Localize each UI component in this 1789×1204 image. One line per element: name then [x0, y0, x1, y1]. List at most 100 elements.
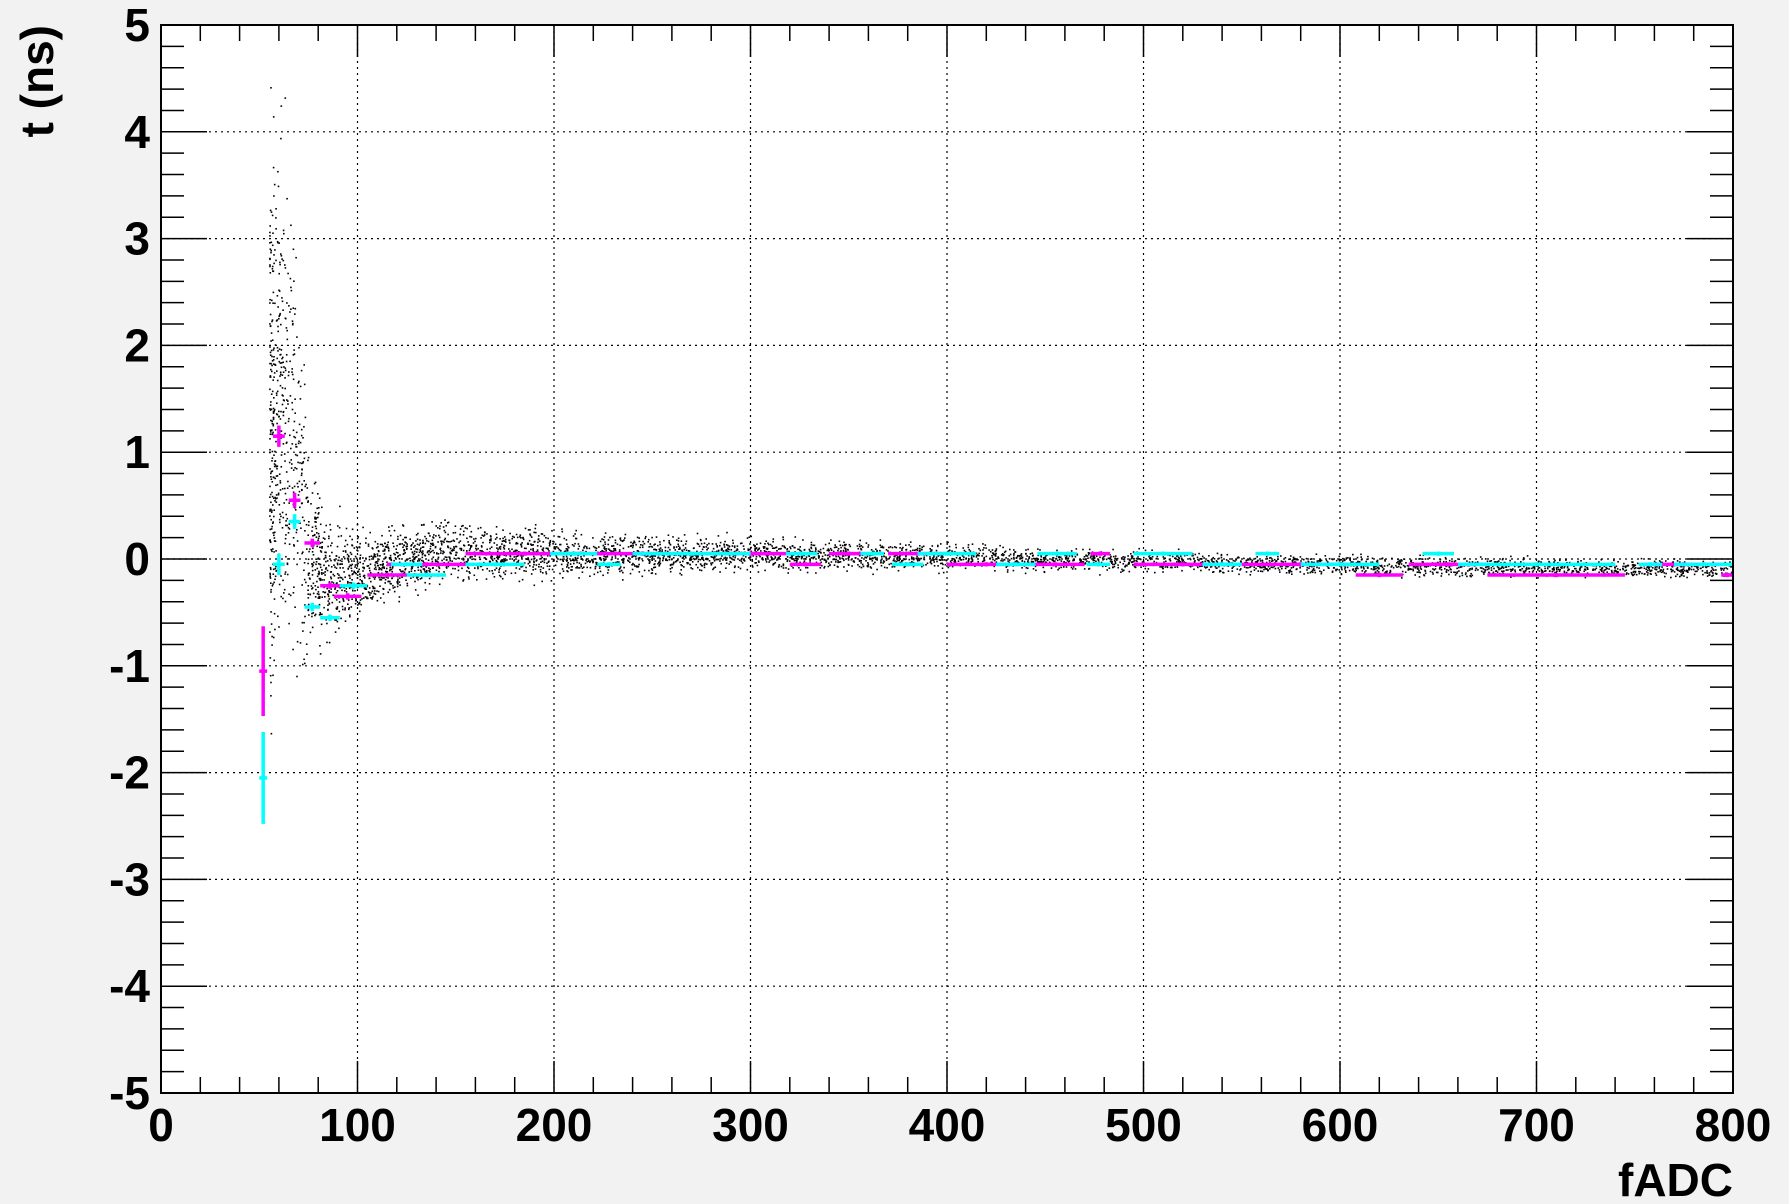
scatter-point — [270, 732, 273, 735]
scatter-point — [881, 545, 884, 548]
scatter-point — [509, 542, 511, 544]
scatter-point — [727, 544, 729, 547]
scatter-point — [378, 576, 380, 579]
scatter-point — [1634, 570, 1637, 573]
scatter-point — [307, 558, 310, 561]
scatter-point — [282, 309, 284, 311]
scatter-point — [453, 549, 455, 551]
scatter-point — [369, 563, 372, 565]
scatter-point — [603, 559, 605, 562]
scatter-point — [1032, 560, 1035, 563]
scatter-point — [274, 477, 276, 480]
scatter-point — [287, 272, 289, 275]
scatter-point — [502, 546, 505, 549]
scatter-point — [1130, 561, 1133, 563]
scatter-point — [1292, 566, 1295, 569]
scatter-point — [287, 400, 289, 402]
scatter-point — [755, 555, 758, 558]
scatter-point — [706, 548, 708, 551]
scatter-point — [609, 536, 611, 539]
scatter-point — [929, 561, 932, 564]
scatter-point — [653, 548, 655, 551]
scatter-point — [382, 566, 384, 569]
scatter-point — [551, 530, 553, 532]
scatter-point — [1026, 555, 1028, 557]
scatter-point — [575, 529, 577, 532]
scatter-point — [481, 546, 483, 548]
scatter-point — [466, 537, 468, 540]
scatter-point — [1454, 560, 1457, 562]
scatter-point — [385, 570, 387, 573]
scatter-point — [433, 551, 435, 554]
scatter-point — [776, 559, 778, 561]
scatter-point — [381, 567, 384, 569]
scatter-point — [1486, 566, 1488, 568]
scatter-point — [1331, 558, 1334, 561]
scatter-point — [823, 565, 826, 568]
scatter-point — [1561, 567, 1563, 569]
scatter-point — [833, 546, 836, 549]
scatter-point — [415, 534, 418, 536]
scatter-point — [312, 564, 314, 566]
scatter-point — [1177, 548, 1180, 551]
scatter-point — [1565, 559, 1567, 561]
scatter-point — [1114, 555, 1117, 557]
scatter-point — [271, 495, 274, 498]
scatter-point — [712, 556, 715, 559]
scatter-point — [596, 562, 598, 564]
scatter-point — [438, 567, 441, 570]
scatter-point — [1630, 568, 1633, 570]
scatter-point — [568, 567, 570, 569]
scatter-point — [766, 556, 769, 559]
scatter-point — [1365, 570, 1367, 572]
scatter-point — [492, 572, 494, 575]
scatter-point — [1320, 571, 1323, 573]
scatter-point — [764, 543, 766, 545]
scatter-point — [1548, 570, 1551, 573]
scatter-point — [533, 555, 535, 558]
scatter-point — [419, 578, 422, 580]
scatter-point — [1278, 569, 1281, 571]
scatter-point — [1028, 556, 1031, 559]
scatter-point — [545, 547, 548, 550]
scatter-point — [368, 587, 371, 589]
scatter-point — [289, 594, 292, 597]
scatter-point — [325, 524, 327, 527]
scatter-point — [274, 496, 276, 499]
scatter-point — [542, 567, 545, 569]
scatter-point — [1335, 568, 1337, 571]
scatter-point — [420, 577, 423, 579]
scatter-point — [302, 663, 304, 666]
scatter-point — [1110, 558, 1113, 561]
scatter-point — [1288, 558, 1290, 561]
scatter-point — [565, 555, 568, 558]
scatter-point — [493, 557, 496, 560]
scatter-point — [1176, 555, 1178, 557]
scatter-point — [1352, 561, 1354, 563]
scatter-point — [449, 559, 451, 562]
scatter-point — [1531, 571, 1534, 573]
scatter-point — [380, 579, 383, 581]
scatter-point — [1429, 570, 1432, 573]
scatter-point — [1114, 560, 1117, 563]
scatter-point — [750, 550, 753, 553]
scatter-point — [293, 485, 296, 488]
scatter-point — [351, 528, 354, 531]
scatter-point — [318, 535, 320, 538]
scatter-point — [552, 550, 555, 553]
scatter-point — [1020, 553, 1023, 555]
scatter-point — [278, 518, 281, 521]
scatter-point — [1418, 558, 1420, 560]
scatter-point — [499, 548, 502, 550]
scatter-point — [1218, 557, 1220, 560]
scatter-point — [787, 568, 790, 570]
scatter-point — [607, 569, 610, 571]
scatter-point — [282, 516, 285, 519]
scatter-point — [490, 538, 492, 540]
scatter-point — [513, 550, 515, 553]
scatter-point — [348, 608, 350, 611]
scatter-point — [1484, 569, 1486, 571]
scatter-point — [351, 563, 354, 566]
scatter-point — [475, 547, 477, 550]
scatter-point — [414, 580, 416, 583]
